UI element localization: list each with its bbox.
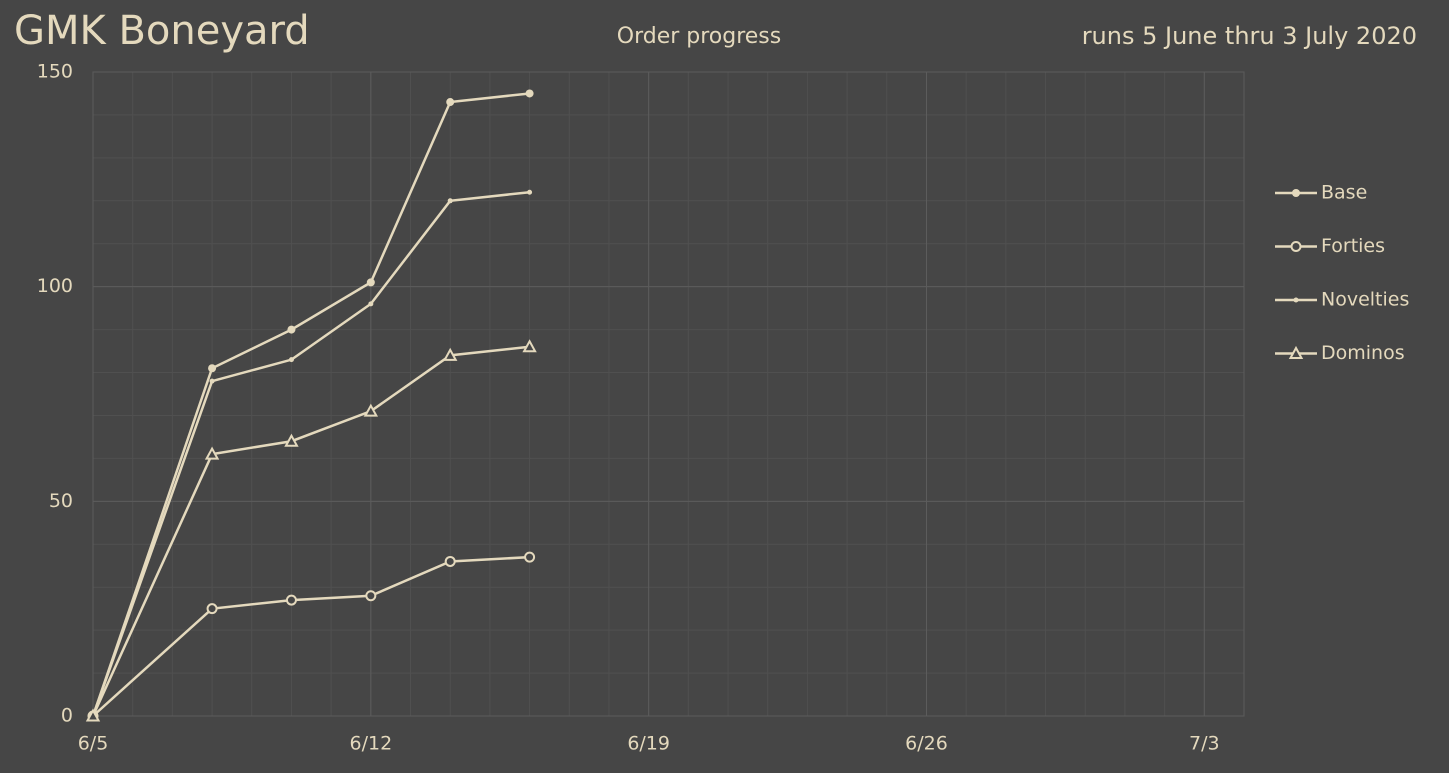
x-tick-label: 6/26 [905,733,948,755]
marker [285,594,297,606]
chart-subtitle: Order progress [617,24,781,49]
series-line [91,92,530,717]
marker [363,403,379,417]
marker [443,347,458,361]
marker [206,603,218,615]
marker [288,357,294,363]
marker [204,446,220,460]
y-tick-label: 100 [37,275,73,297]
annotation: runs 5 June thru 3 July 2020 [1082,22,1417,50]
chart-title: GMK Boneyard [14,8,310,54]
marker [524,551,536,563]
series-line [92,555,530,717]
marker [208,364,217,373]
plot-frame [92,71,1245,717]
marker [209,378,215,384]
x-tick-label: 7/3 [1189,733,1220,755]
marker [522,339,537,353]
y-tick-label: 50 [49,490,73,512]
series-line [91,345,530,717]
marker [525,89,534,98]
marker [284,433,299,447]
marker [368,301,374,307]
marker [1290,241,1302,252]
x-tick-label: 6/5 [78,733,109,755]
x-tick-label: 6/12 [349,733,392,755]
marker [85,708,101,722]
legend-label: Base [1321,182,1367,204]
marker [287,325,296,334]
marker [365,590,377,602]
marker [1293,297,1299,303]
legend-label: Forties [1321,235,1385,257]
marker [1292,189,1300,197]
marker [527,189,533,195]
x-tick-label: 6/19 [627,733,670,755]
marker [447,198,453,204]
marker [366,278,375,287]
y-tick-label: 0 [61,705,73,727]
legend-label: Dominos [1321,342,1405,364]
y-tick-label: 150 [37,61,73,83]
marker [1288,345,1304,359]
marker [446,98,455,107]
legend-label: Novelties [1321,289,1409,311]
series-line [91,190,530,717]
marker [444,555,456,567]
